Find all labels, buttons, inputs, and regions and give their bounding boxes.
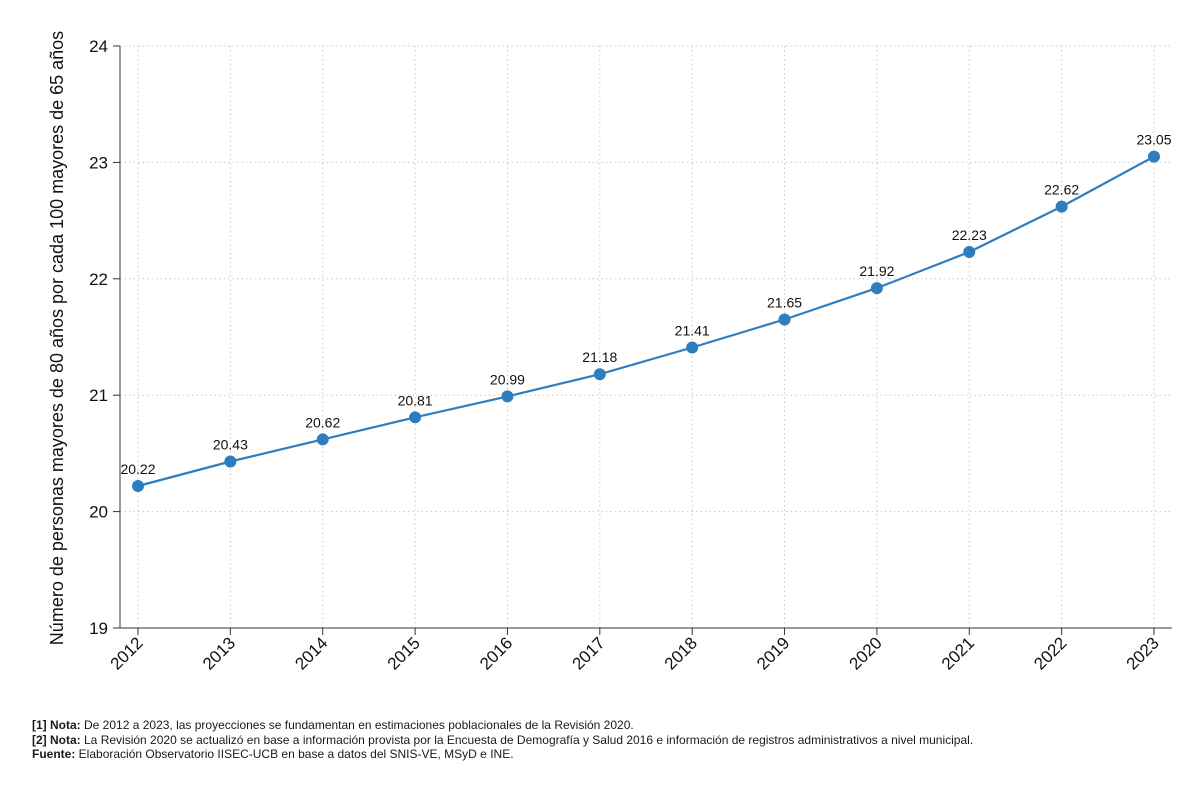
y-tick-labels: 19 20 21 22 23 24 (89, 37, 108, 638)
y-axis-label: Número de personas mayores de 80 años po… (47, 31, 67, 645)
data-point (316, 433, 329, 446)
data-label: 22.23 (952, 227, 987, 243)
x-tick-label: 2019 (753, 633, 793, 673)
note-2-label: [2] Nota: (32, 732, 81, 747)
note-1-text: De 2012 a 2023, las proyecciones se fund… (80, 718, 634, 732)
x-tick-label: 2021 (938, 633, 978, 673)
x-tick-label: 2020 (846, 633, 886, 673)
data-points (132, 150, 1160, 492)
data-point (132, 479, 144, 492)
data-label: 20.99 (490, 371, 525, 387)
data-label: 22.62 (1044, 182, 1079, 198)
data-labels: 20.22 20.43 20.62 20.81 20.99 21.18 21.41 21.65… (120, 132, 1171, 477)
data-point (870, 282, 883, 295)
x-tick-label: 2013 (199, 633, 239, 673)
x-tick-label: 2012 (107, 633, 147, 673)
data-label: 20.22 (120, 461, 155, 477)
source-note: Fuente: Elaboración Observatorio IISEC-U… (32, 747, 973, 762)
data-label: 20.43 (213, 437, 248, 453)
data-label: 20.62 (305, 414, 340, 430)
axes (113, 45, 1172, 635)
data-point (593, 368, 606, 381)
y-tick-label: 21 (89, 386, 108, 405)
y-tick-label: 19 (89, 619, 108, 638)
note-1: [1] Nota: De 2012 a 2023, las proyeccion… (32, 718, 973, 733)
footnotes: [1] Nota: De 2012 a 2023, las proyeccion… (32, 718, 973, 762)
source-label: Fuente: (32, 747, 76, 761)
x-tick-label: 2023 (1123, 633, 1163, 673)
source-text: Elaboración Observatorio IISEC-UCB en ba… (75, 747, 514, 761)
x-tick-label: 2022 (1030, 633, 1070, 673)
note-2-text: La Revisión 2020 se actualizó en base a … (80, 732, 974, 747)
series-path (137, 155, 1155, 488)
data-label: 21.65 (767, 295, 802, 311)
note-1-label: [1] Nota: (32, 718, 81, 732)
x-tick-label: 2018 (661, 633, 701, 673)
y-tick-label: 20 (89, 503, 108, 522)
data-point (501, 390, 514, 403)
data-point (224, 455, 237, 468)
x-tick-label: 2017 (568, 633, 608, 673)
y-tick-label: 24 (89, 37, 108, 56)
x-tick-label: 2014 (291, 633, 331, 673)
data-label: 21.92 (859, 263, 894, 279)
x-tick-labels: 2012 2013 2014 2015 2016 2017 2018 2019 2020 2021… (107, 633, 1163, 673)
y-tick-label: 23 (89, 153, 108, 172)
data-point (963, 246, 976, 259)
x-tick-label: 2016 (476, 633, 516, 673)
data-point (1148, 150, 1160, 163)
data-point (409, 411, 422, 424)
note-2: [2] Nota: La Revisión 2020 se actualizó … (32, 733, 973, 748)
series-line (137, 155, 1155, 488)
data-label: 21.18 (582, 349, 617, 365)
data-point (686, 341, 699, 354)
data-label: 20.81 (398, 392, 433, 408)
gridlines (120, 45, 1172, 629)
data-point (778, 313, 791, 326)
y-tick-label: 22 (89, 270, 108, 289)
data-label: 21.41 (675, 322, 710, 338)
x-tick-label: 2015 (384, 633, 424, 673)
data-label: 23.05 (1136, 132, 1171, 148)
data-point (1055, 200, 1068, 213)
